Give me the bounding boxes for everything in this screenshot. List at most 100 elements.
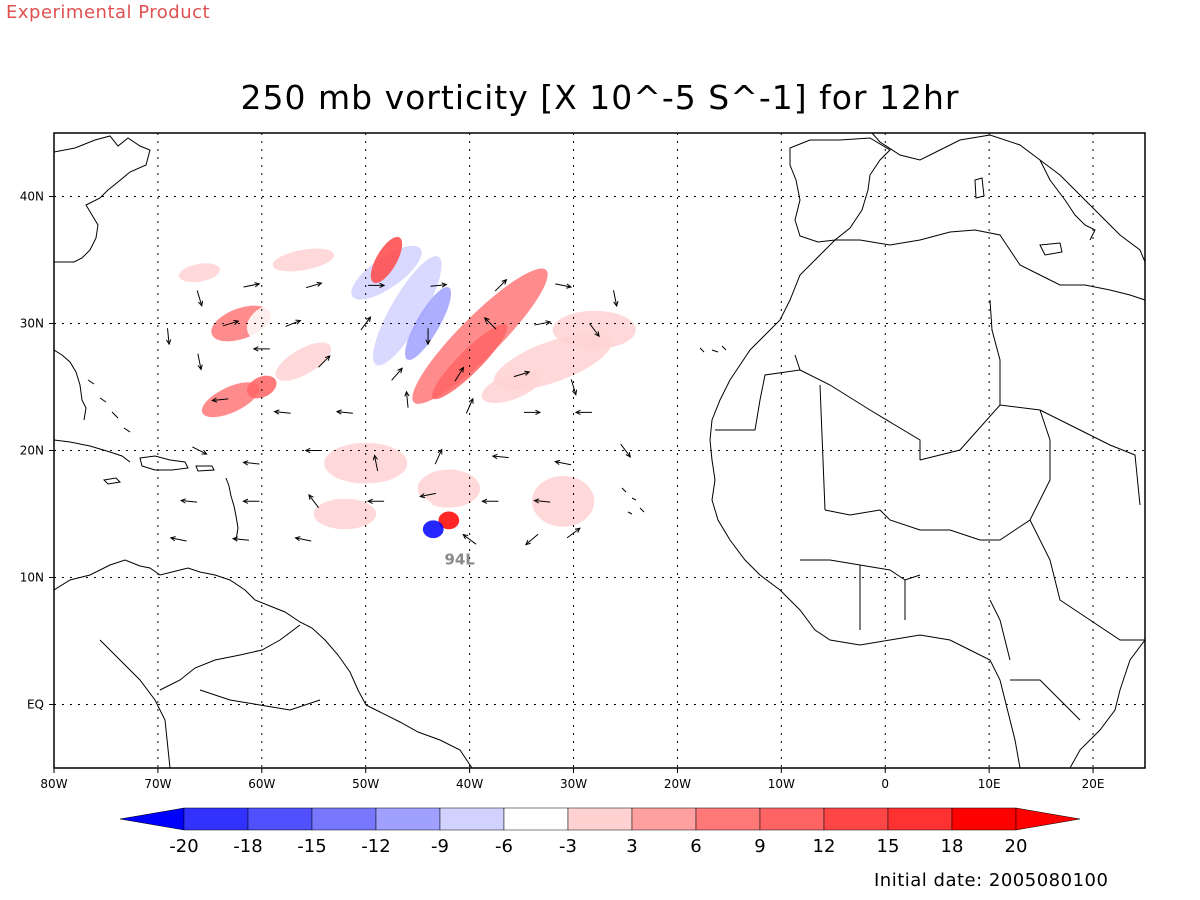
wind-vector: [533, 498, 551, 504]
wind-vector: [483, 317, 497, 330]
wind-vector: [454, 366, 465, 382]
colorbar-label: 3: [626, 836, 637, 857]
wind-vector: [335, 409, 353, 415]
hispaniola-coastline: [139, 455, 189, 471]
colorbar-right-arrow: [1015, 807, 1081, 831]
coastlines: [54, 133, 1145, 768]
wind-vector: [570, 379, 578, 396]
north-africa-coastline: [835, 229, 1145, 301]
wind-vector: [243, 282, 261, 288]
y-tick-label: 40N: [20, 190, 44, 204]
colorbar-swatch: [631, 807, 697, 831]
wind-vector: [196, 290, 204, 307]
colorbar-swatch: [183, 807, 249, 831]
x-tick-label: 10W: [768, 777, 795, 791]
wind-vector: [308, 493, 319, 509]
x-tick-label: 40W: [456, 777, 483, 791]
wind-vector: [305, 281, 323, 289]
wind-vector: [513, 370, 531, 378]
wind-vector: [231, 536, 250, 542]
x-tick-label: 80W: [40, 777, 67, 791]
south-america-borders: [99, 624, 321, 768]
vorticity-blob: [417, 469, 481, 508]
wind-vector: [425, 328, 431, 346]
colorbar-label: -18: [233, 836, 262, 857]
wind-vector: [494, 278, 508, 292]
latitude-ticks: 40N 30N 20N 10N EQ: [20, 190, 54, 712]
wind-vector: [534, 320, 552, 326]
x-tick-label: 50W: [352, 777, 379, 791]
colorbar-swatch: [695, 807, 761, 831]
colorbar-label: -3: [559, 836, 577, 857]
wind-vector: [574, 409, 592, 416]
colorbar-swatch: [951, 807, 1017, 831]
colorbar-label: 12: [813, 836, 836, 857]
wind-vector: [589, 323, 600, 338]
africa-borders: [715, 299, 1145, 721]
x-tick-label: 60W: [248, 777, 275, 791]
south-america-coastline: [54, 559, 473, 768]
initial-date: Initial date: 2005080100: [874, 870, 1109, 891]
colorbar: -20 -18 -15 -12 -9 -6 -3 3 6 9 12 15 18 20: [119, 807, 1081, 857]
colorbar-label: -9: [431, 836, 449, 857]
graticule: [54, 133, 1145, 768]
vorticity-blob: [422, 520, 444, 539]
colorbar-swatch: [247, 807, 313, 831]
wind-vector: [462, 533, 477, 545]
wind-vector: [242, 498, 260, 504]
wind-vector: [169, 536, 187, 542]
vorticity-blob: [275, 342, 332, 381]
vorticity-shading: [178, 236, 636, 539]
wind-vector: [366, 498, 385, 504]
y-tick-label: 10N: [20, 571, 44, 585]
canary-islands: [699, 345, 727, 353]
wind-vector: [555, 283, 573, 289]
wind-vector: [430, 282, 448, 288]
bahamas: [87, 379, 131, 433]
vorticity-blob: [370, 236, 403, 284]
colorbar-left-arrow: [119, 807, 185, 831]
colorbar-swatch: [759, 807, 825, 831]
italy-coastline: [1039, 159, 1096, 241]
wind-vector: [434, 448, 443, 465]
vorticity-blob: [481, 370, 541, 404]
x-tick-label: 70W: [144, 777, 171, 791]
vorticity-blob: [247, 375, 277, 399]
vorticity-blob: [432, 323, 508, 400]
wind-vector: [620, 443, 631, 458]
wind-vector: [491, 453, 509, 460]
wind-vector: [294, 536, 312, 542]
vorticity-blob: [246, 303, 298, 344]
iberia-coastline: [789, 137, 891, 243]
vorticity-blob: [438, 511, 460, 530]
sicily: [1039, 242, 1063, 256]
colorbar-swatch: [311, 807, 377, 831]
colorbar-label: 6: [690, 836, 701, 857]
wind-vector: [613, 290, 619, 308]
wind-vector: [554, 459, 572, 466]
vorticity-blob: [272, 248, 335, 272]
wind-vector: [372, 454, 379, 472]
colorbar-swatch: [503, 807, 569, 831]
wind-vector: [525, 533, 539, 546]
cuba-coastline: [54, 439, 131, 463]
x-tick-label: 20W: [664, 777, 691, 791]
wind-vector: [566, 527, 581, 539]
europe-coastline: [871, 133, 1145, 263]
x-tick-label: 10E: [978, 777, 1001, 791]
colorbar-label: 20: [1005, 836, 1028, 857]
colorbar-label: -12: [361, 836, 390, 857]
x-tick-label: 30W: [560, 777, 587, 791]
vorticity-blob: [201, 382, 260, 418]
colorbar-swatch: [567, 807, 633, 831]
wind-vector: [222, 319, 240, 327]
y-tick-label: 30N: [20, 317, 44, 331]
vorticity-blob: [178, 263, 220, 283]
colorbar-label: 18: [941, 836, 964, 857]
sardinia: [974, 177, 985, 199]
wind-vector: [304, 447, 322, 454]
wind-vector: [242, 460, 260, 466]
colorbar-label: -6: [495, 836, 513, 857]
wind-vector: [211, 397, 229, 403]
